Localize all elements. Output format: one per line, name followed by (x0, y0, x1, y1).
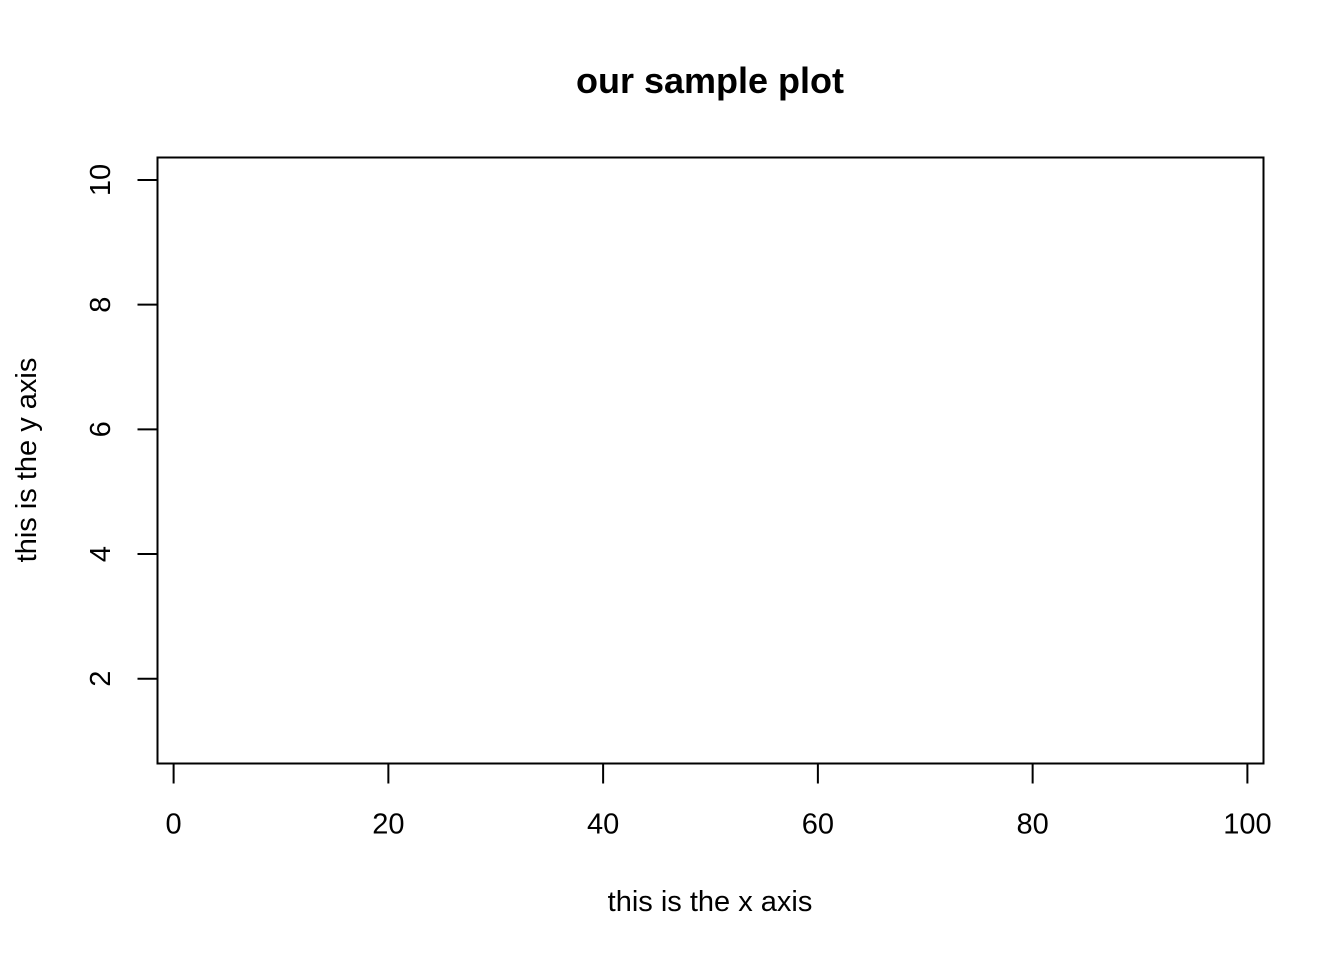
y-axis: 2 4 6 8 10 (85, 164, 159, 687)
y-tick-label: 8 (85, 297, 117, 313)
x-tick-label: 60 (802, 809, 834, 841)
x-axis-label: this is the x axis (608, 886, 813, 918)
y-tick-label: 2 (85, 671, 117, 687)
x-tick-label: 20 (372, 809, 404, 841)
x-tick-label: 100 (1223, 809, 1271, 841)
y-tick-label: 6 (85, 421, 117, 437)
y-tick-label: 10 (85, 164, 117, 196)
y-axis-label: this is the y axis (11, 358, 43, 563)
plot-frame (156, 156, 1265, 765)
chart-title: our sample plot (576, 60, 844, 101)
x-tick-label: 80 (1017, 809, 1049, 841)
x-tick-label: 0 (166, 809, 182, 841)
x-axis: 0 20 40 60 80 100 (166, 762, 1272, 841)
x-tick-label: 40 (587, 809, 619, 841)
y-tick-label: 4 (85, 546, 117, 562)
